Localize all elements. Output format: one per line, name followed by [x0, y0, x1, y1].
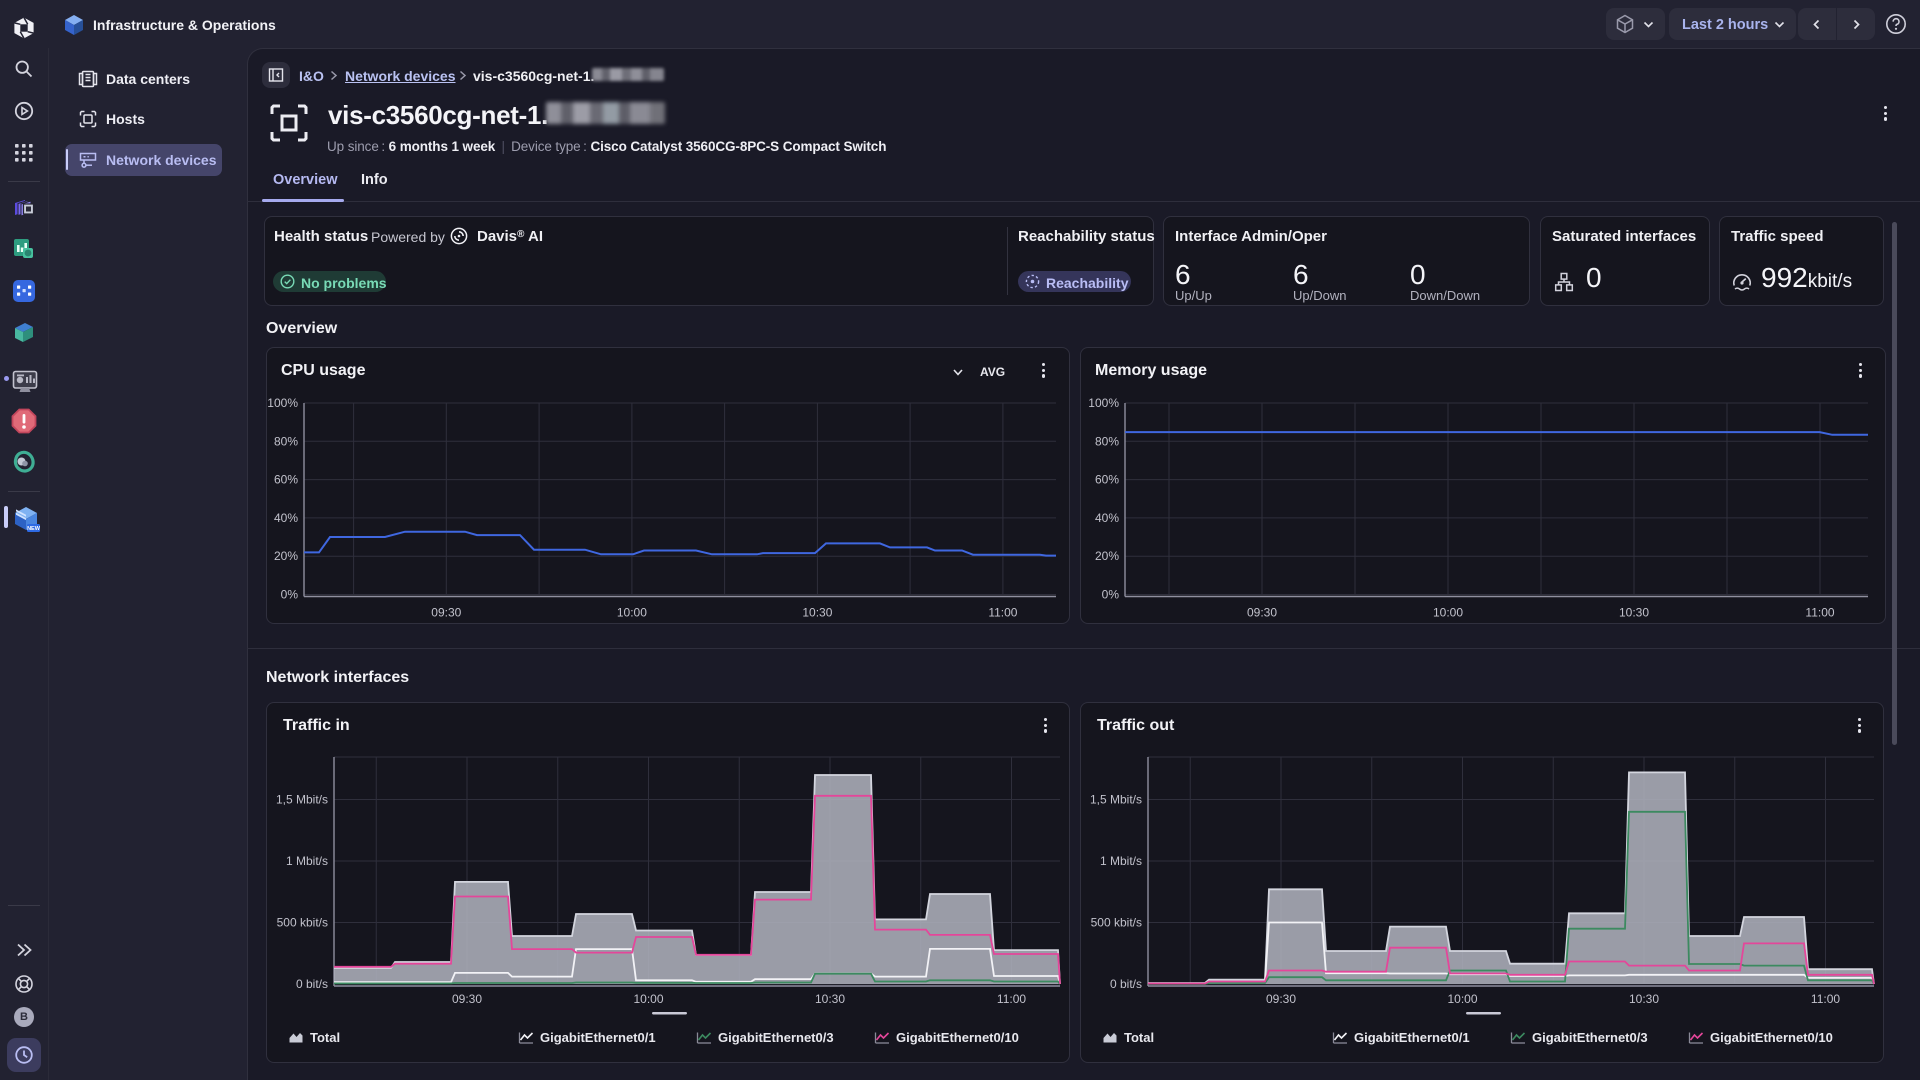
svg-text:80%: 80%: [274, 434, 298, 448]
svg-text:0 bit/s: 0 bit/s: [1110, 977, 1142, 991]
svg-text:10:00: 10:00: [617, 606, 647, 620]
svg-text:10:30: 10:30: [815, 992, 845, 1006]
svg-text:NEW: NEW: [27, 526, 40, 532]
svg-text:1,5 Mbit/s: 1,5 Mbit/s: [276, 793, 328, 807]
svg-text:40%: 40%: [1095, 511, 1119, 525]
svg-text:80%: 80%: [1095, 434, 1119, 448]
svg-text:10:00: 10:00: [633, 992, 663, 1006]
svg-text:GigabitEthernet0/3: GigabitEthernet0/3: [718, 1030, 834, 1045]
svg-text:09:30: 09:30: [1266, 992, 1296, 1006]
svg-text:60%: 60%: [274, 473, 298, 487]
svg-text:11:00: 11:00: [988, 606, 1017, 620]
svg-text:09:30: 09:30: [1247, 606, 1277, 620]
svg-text:09:30: 09:30: [431, 606, 461, 620]
svg-text:10:00: 10:00: [1433, 606, 1463, 620]
svg-text:100%: 100%: [1088, 396, 1119, 410]
svg-text:11:00: 11:00: [1811, 992, 1840, 1006]
svg-text:0 bit/s: 0 bit/s: [296, 977, 328, 991]
svg-text:GigabitEthernet0/10: GigabitEthernet0/10: [1710, 1030, 1833, 1045]
svg-text:20%: 20%: [274, 549, 298, 563]
svg-text:500 kbit/s: 500 kbit/s: [1091, 916, 1142, 930]
svg-text:11:00: 11:00: [997, 992, 1026, 1006]
svg-text:100%: 100%: [267, 396, 298, 410]
svg-text:1 Mbit/s: 1 Mbit/s: [286, 854, 328, 868]
svg-text:11:00: 11:00: [1805, 606, 1834, 620]
svg-text:40%: 40%: [274, 511, 298, 525]
svg-text:20%: 20%: [1095, 549, 1119, 563]
svg-text:09:30: 09:30: [452, 992, 482, 1006]
svg-text:10:00: 10:00: [1447, 992, 1477, 1006]
svg-text:0%: 0%: [281, 588, 299, 602]
svg-text:GigabitEthernet0/1: GigabitEthernet0/1: [540, 1030, 656, 1045]
svg-text:1 Mbit/s: 1 Mbit/s: [1100, 854, 1142, 868]
svg-text:10:30: 10:30: [1619, 606, 1649, 620]
svg-text:Total: Total: [310, 1030, 340, 1045]
svg-text:0%: 0%: [1102, 588, 1120, 602]
svg-text:GigabitEthernet0/1: GigabitEthernet0/1: [1354, 1030, 1470, 1045]
svg-text:GigabitEthernet0/3: GigabitEthernet0/3: [1532, 1030, 1648, 1045]
svg-text:GigabitEthernet0/10: GigabitEthernet0/10: [896, 1030, 1019, 1045]
svg-text:1,5 Mbit/s: 1,5 Mbit/s: [1090, 793, 1142, 807]
svg-text:500 kbit/s: 500 kbit/s: [277, 916, 328, 930]
svg-text:10:30: 10:30: [802, 606, 832, 620]
svg-text:Total: Total: [1124, 1030, 1154, 1045]
svg-text:10:30: 10:30: [1629, 992, 1659, 1006]
svg-text:60%: 60%: [1095, 473, 1119, 487]
